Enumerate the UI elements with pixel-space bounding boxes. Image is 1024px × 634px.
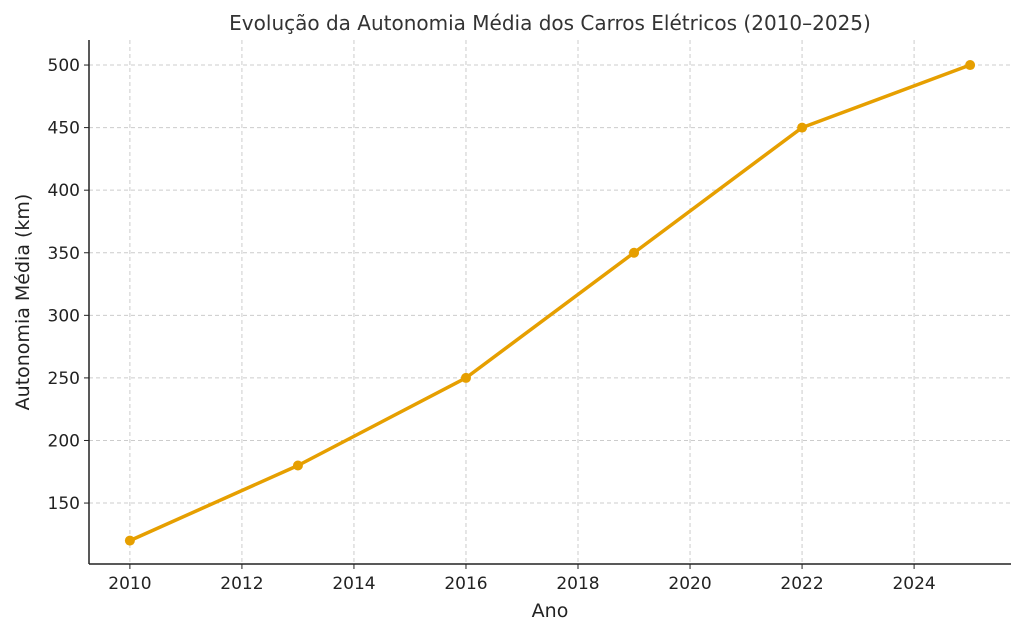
- series-line: [129, 63, 971, 543]
- data-point: [460, 372, 471, 383]
- y-tick-label: 450: [48, 119, 80, 139]
- x-tick-label: 2016: [444, 574, 487, 594]
- x-axis-label: Ano: [532, 600, 569, 622]
- x-tick-label: 2018: [556, 574, 599, 594]
- x-tick-label: 2010: [108, 574, 151, 594]
- y-tick-label: 250: [48, 369, 80, 389]
- data-point: [629, 247, 640, 258]
- x-tick-label: 2014: [332, 574, 375, 594]
- y-tick-label: 350: [48, 244, 80, 264]
- y-tick-label: 300: [48, 306, 80, 326]
- y-tick-label: 500: [48, 56, 80, 76]
- x-tick-label: 2020: [668, 574, 711, 594]
- data-point: [124, 535, 135, 546]
- chart-title: Evolução da Autonomia Média dos Carros E…: [229, 11, 871, 35]
- x-tick-label: 2022: [780, 574, 823, 594]
- y-tick-label: 150: [48, 494, 80, 514]
- data-point: [797, 122, 808, 133]
- data-point: [292, 460, 303, 471]
- x-tick-label: 2024: [892, 574, 935, 594]
- x-tick-label: 2012: [220, 574, 263, 594]
- y-tick-label: 400: [48, 181, 80, 201]
- y-tick-label: 200: [48, 431, 80, 451]
- data-point: [965, 60, 976, 71]
- y-axis-label: Autonomia Média (km): [12, 194, 34, 411]
